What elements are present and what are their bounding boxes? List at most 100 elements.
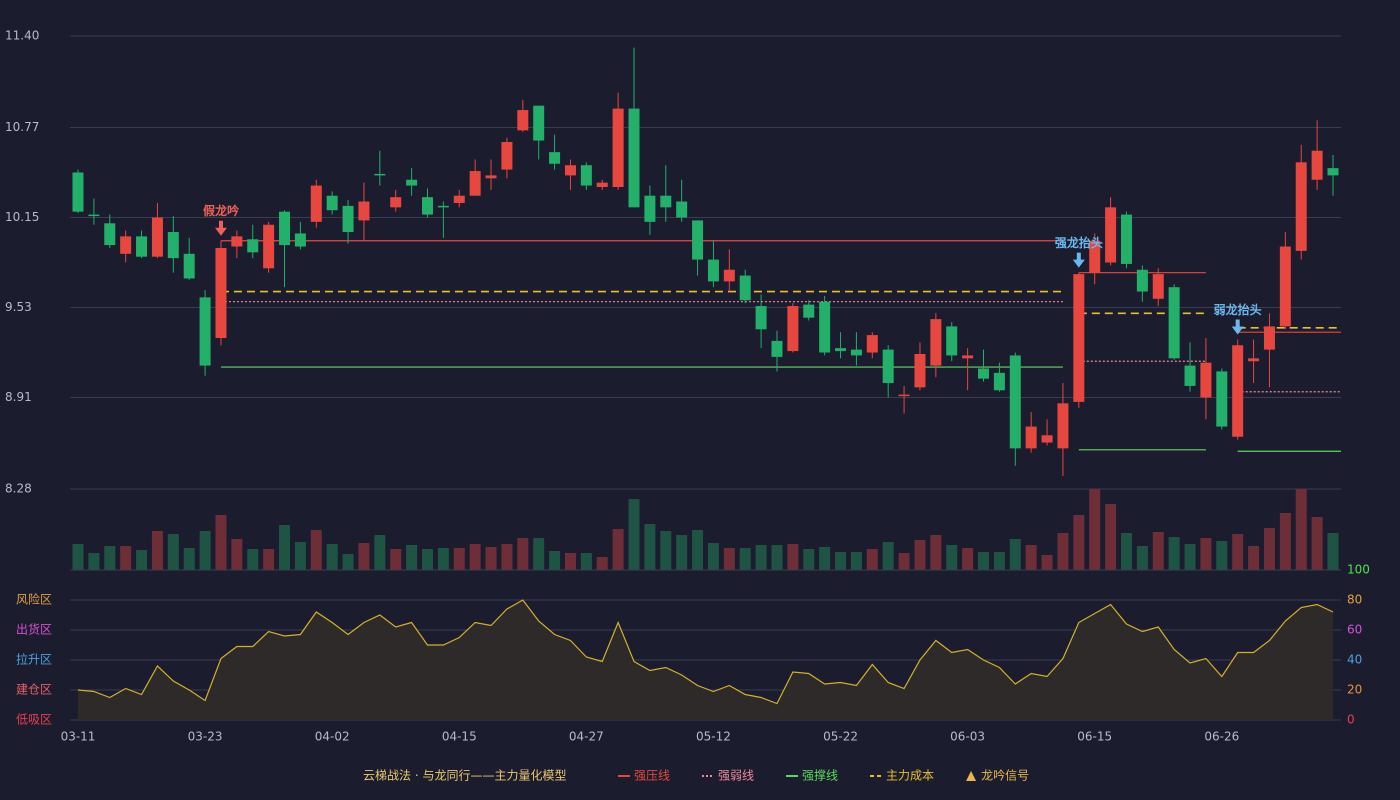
candle-body	[644, 195, 656, 222]
candle-body	[835, 348, 847, 352]
candle-body	[1009, 355, 1021, 449]
volume-bar	[342, 554, 354, 570]
candle-body	[580, 165, 592, 186]
volume-bar	[978, 552, 990, 570]
candle-body	[501, 141, 513, 170]
x-tick-label: 05-22	[823, 730, 858, 744]
candle-body	[660, 195, 672, 208]
y2-tick-label: 60	[1347, 623, 1362, 637]
candle-body	[771, 340, 783, 357]
candle-body	[279, 211, 291, 246]
candle-body	[247, 239, 259, 253]
volume-bar	[421, 549, 433, 570]
candle-body	[120, 236, 132, 254]
candle-body	[1168, 287, 1180, 359]
y2-tick-label: 0	[1347, 713, 1355, 727]
volume-bar	[215, 515, 227, 570]
volume-bar	[1311, 517, 1323, 570]
volume-bar	[819, 547, 831, 570]
volume-bar	[1073, 515, 1085, 570]
volume-bar	[930, 535, 942, 570]
volume-bar	[1136, 546, 1148, 570]
candle-body	[1152, 274, 1164, 299]
volume-bar	[390, 549, 402, 570]
volume-bar	[755, 545, 767, 570]
volume-bar	[294, 542, 306, 570]
y-tick-label: 8.91	[5, 390, 32, 404]
candle-body	[739, 275, 751, 301]
candle-body	[564, 165, 576, 176]
candle-body	[962, 355, 974, 359]
candle-body	[231, 236, 243, 247]
volume-bar	[1168, 537, 1180, 570]
candle-body	[1184, 365, 1196, 386]
volume-bar	[167, 534, 179, 570]
candle-body	[358, 201, 370, 221]
candle-body	[326, 195, 338, 211]
y2-tick-label: 20	[1347, 683, 1362, 697]
candle-body	[1327, 168, 1339, 176]
zone-label: 出货区	[16, 622, 52, 637]
legend-label: 强压线	[634, 769, 670, 783]
volume-bar	[263, 549, 275, 570]
candle-body	[628, 108, 640, 208]
candle-body	[1057, 403, 1069, 449]
volume-bar	[1263, 528, 1275, 570]
signal-arrow	[214, 220, 227, 236]
volume-bar	[612, 529, 624, 570]
candle-body	[88, 214, 100, 217]
candle-body	[1311, 150, 1323, 180]
candle-body	[723, 269, 735, 282]
candle-body	[596, 182, 608, 187]
x-tick-label: 04-02	[315, 730, 350, 744]
y2-tick-label: 40	[1347, 653, 1362, 667]
candle-body	[1136, 269, 1148, 292]
volume-bar	[469, 544, 481, 570]
volume-bar	[437, 548, 449, 570]
volume-bar	[787, 544, 799, 570]
volume-bar	[993, 552, 1005, 570]
volume-bar	[723, 548, 735, 570]
candle-body	[866, 335, 878, 353]
volume-bar	[136, 550, 148, 570]
signal-arrow	[1231, 319, 1244, 335]
legend-label: 主力成本	[886, 769, 934, 783]
volume-bar	[247, 549, 259, 570]
volume-bar	[914, 540, 926, 570]
volume-bar	[453, 548, 465, 570]
legend-swatch	[966, 771, 977, 781]
y-tick-label: 11.40	[5, 29, 39, 43]
volume-bar	[501, 544, 513, 570]
volume-bar	[358, 543, 370, 570]
candle-body	[1248, 358, 1260, 362]
candle-body	[1263, 326, 1275, 350]
signal-label: 强龙抬头	[1055, 235, 1103, 250]
volume-bar	[771, 545, 783, 570]
volume-bar	[533, 538, 545, 570]
candle-body	[1279, 246, 1291, 327]
candle-body	[914, 353, 926, 388]
volume-bar	[596, 557, 608, 570]
y2-tick-label: 80	[1347, 593, 1362, 607]
y-tick-label: 9.53	[5, 300, 32, 314]
volume-bar	[962, 548, 974, 570]
candle-body	[485, 175, 497, 179]
volume-bar	[1057, 533, 1069, 570]
zone-label: 低吸区	[16, 713, 52, 727]
volume-bar	[151, 531, 163, 570]
candle-body	[707, 259, 719, 282]
candle-body	[1089, 240, 1101, 273]
candle-body	[151, 217, 163, 257]
volume-bar	[946, 545, 958, 570]
candle-body	[72, 172, 84, 212]
volume-bar	[1041, 555, 1053, 570]
volume-bar	[1295, 489, 1307, 570]
y-tick-label: 10.15	[5, 210, 39, 224]
y-tick-label: 8.28	[5, 482, 32, 496]
candle-body	[199, 297, 211, 366]
candle-body	[421, 197, 433, 215]
candle-body	[1295, 162, 1307, 251]
volume-bar	[1232, 534, 1244, 570]
volume-bar	[898, 553, 910, 570]
volume-bar	[120, 546, 132, 570]
